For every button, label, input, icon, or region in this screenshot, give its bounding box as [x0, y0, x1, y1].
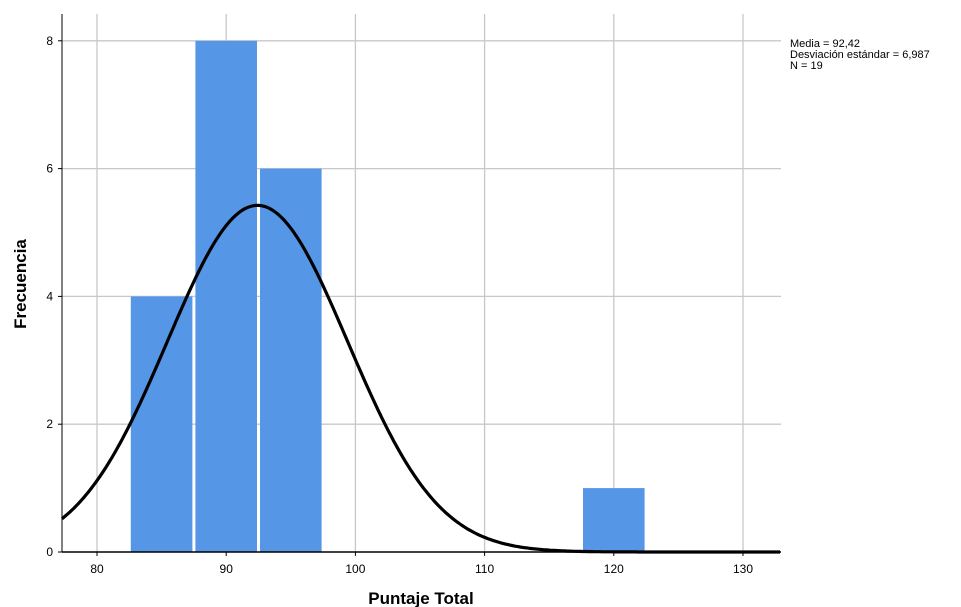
- x-tick-label: 130: [733, 562, 753, 576]
- stat-mean: Media = 92,42: [790, 38, 861, 50]
- histogram-bar: [260, 168, 322, 552]
- y-tick-label: 2: [46, 417, 53, 431]
- histogram-bar: [130, 296, 193, 552]
- y-axis-label: Frecuencia: [11, 239, 30, 329]
- y-tick-label: 6: [46, 162, 53, 176]
- x-tick-label: 100: [345, 562, 365, 576]
- statistics-box: Media = 92,42 Desviación estándar = 6,98…: [790, 39, 930, 72]
- tick-labels: 0 2 4 6 8 80 90 100 110 120 130: [46, 34, 753, 576]
- x-tick-label: 120: [604, 562, 624, 576]
- histogram-bar: [195, 40, 257, 553]
- stat-std-dev: Desviación estándar = 6,987: [790, 49, 930, 61]
- x-tick-label: 90: [220, 562, 234, 576]
- x-tick-label: 80: [90, 562, 104, 576]
- y-tick-label: 8: [46, 34, 53, 48]
- histogram-bar: [583, 488, 645, 552]
- stat-n: N = 19: [790, 60, 823, 72]
- x-axis-label: Puntaje Total: [368, 589, 473, 607]
- y-tick-label: 0: [46, 545, 53, 559]
- y-tick-label: 4: [46, 289, 53, 303]
- x-tick-label: 110: [475, 562, 494, 576]
- histogram-bars: [130, 40, 645, 553]
- axes: [58, 14, 781, 556]
